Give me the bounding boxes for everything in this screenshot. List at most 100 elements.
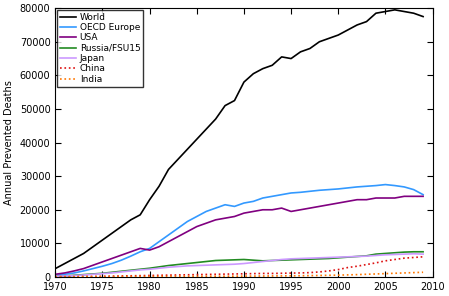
Line: China: China — [55, 257, 423, 277]
OECD Europe — [203, 210, 209, 213]
Japan — [156, 266, 162, 270]
Japan — [392, 253, 397, 256]
USA — [62, 271, 67, 275]
Japan — [279, 258, 284, 261]
USA — [411, 194, 416, 198]
Japan — [364, 254, 369, 258]
World — [137, 213, 143, 217]
India — [213, 274, 218, 278]
OECD Europe — [62, 273, 67, 276]
Russia/FSU15 — [194, 261, 199, 264]
World — [128, 218, 133, 222]
India — [288, 274, 294, 278]
USA — [90, 263, 96, 267]
USA — [392, 196, 397, 200]
China — [213, 273, 218, 276]
OECD Europe — [269, 194, 275, 198]
India — [109, 275, 114, 278]
India — [354, 273, 360, 276]
India — [364, 273, 369, 276]
India — [175, 275, 180, 278]
World — [326, 37, 331, 40]
OECD Europe — [251, 200, 256, 203]
World — [241, 80, 247, 84]
Russia/FSU15 — [156, 265, 162, 269]
USA — [373, 196, 379, 200]
India — [62, 275, 67, 279]
Japan — [203, 263, 209, 267]
USA — [298, 208, 303, 212]
World — [279, 55, 284, 59]
World — [71, 257, 77, 260]
Japan — [241, 262, 247, 265]
World — [317, 40, 322, 44]
India — [420, 271, 426, 274]
India — [222, 274, 228, 278]
Russia/FSU15 — [298, 258, 303, 261]
Russia/FSU15 — [326, 257, 331, 260]
Japan — [213, 263, 218, 267]
Russia/FSU15 — [373, 252, 379, 256]
USA — [317, 205, 322, 208]
India — [401, 271, 407, 275]
Russia/FSU15 — [166, 264, 171, 267]
USA — [260, 208, 265, 212]
Russia/FSU15 — [307, 258, 313, 261]
Russia/FSU15 — [232, 258, 237, 262]
USA — [128, 250, 133, 254]
USA — [222, 216, 228, 220]
India — [269, 274, 275, 278]
Japan — [345, 255, 350, 259]
Russia/FSU15 — [383, 252, 388, 255]
India — [100, 275, 105, 279]
Japan — [166, 266, 171, 269]
Japan — [420, 252, 426, 256]
World — [90, 245, 96, 249]
Russia/FSU15 — [71, 274, 77, 277]
World — [392, 8, 397, 12]
India — [373, 272, 379, 276]
World — [119, 225, 124, 228]
India — [166, 275, 171, 278]
USA — [156, 245, 162, 249]
India — [307, 274, 313, 277]
Line: Japan: Japan — [55, 254, 423, 276]
OECD Europe — [156, 240, 162, 244]
World — [411, 12, 416, 15]
USA — [194, 225, 199, 228]
USA — [232, 215, 237, 218]
Japan — [194, 264, 199, 267]
China — [194, 273, 199, 276]
China — [81, 275, 86, 278]
China — [251, 272, 256, 275]
India — [194, 274, 199, 278]
OECD Europe — [317, 189, 322, 192]
China — [232, 272, 237, 276]
USA — [119, 253, 124, 257]
World — [175, 157, 180, 161]
OECD Europe — [335, 187, 341, 191]
Russia/FSU15 — [354, 255, 360, 258]
OECD Europe — [260, 196, 265, 200]
Line: OECD Europe: OECD Europe — [55, 185, 423, 275]
OECD Europe — [81, 269, 86, 273]
India — [411, 271, 416, 274]
China — [185, 273, 190, 276]
Japan — [137, 268, 143, 272]
Japan — [411, 252, 416, 255]
India — [260, 274, 265, 278]
Russia/FSU15 — [288, 258, 294, 262]
China — [279, 271, 284, 275]
China — [109, 274, 114, 278]
Japan — [185, 264, 190, 268]
China — [411, 256, 416, 259]
USA — [53, 273, 58, 276]
OECD Europe — [175, 226, 180, 230]
Russia/FSU15 — [137, 268, 143, 271]
China — [383, 259, 388, 263]
Japan — [53, 274, 58, 278]
Y-axis label: Annual Prevented Deaths: Annual Prevented Deaths — [4, 80, 14, 205]
OECD Europe — [383, 183, 388, 186]
USA — [137, 247, 143, 250]
India — [326, 274, 331, 277]
